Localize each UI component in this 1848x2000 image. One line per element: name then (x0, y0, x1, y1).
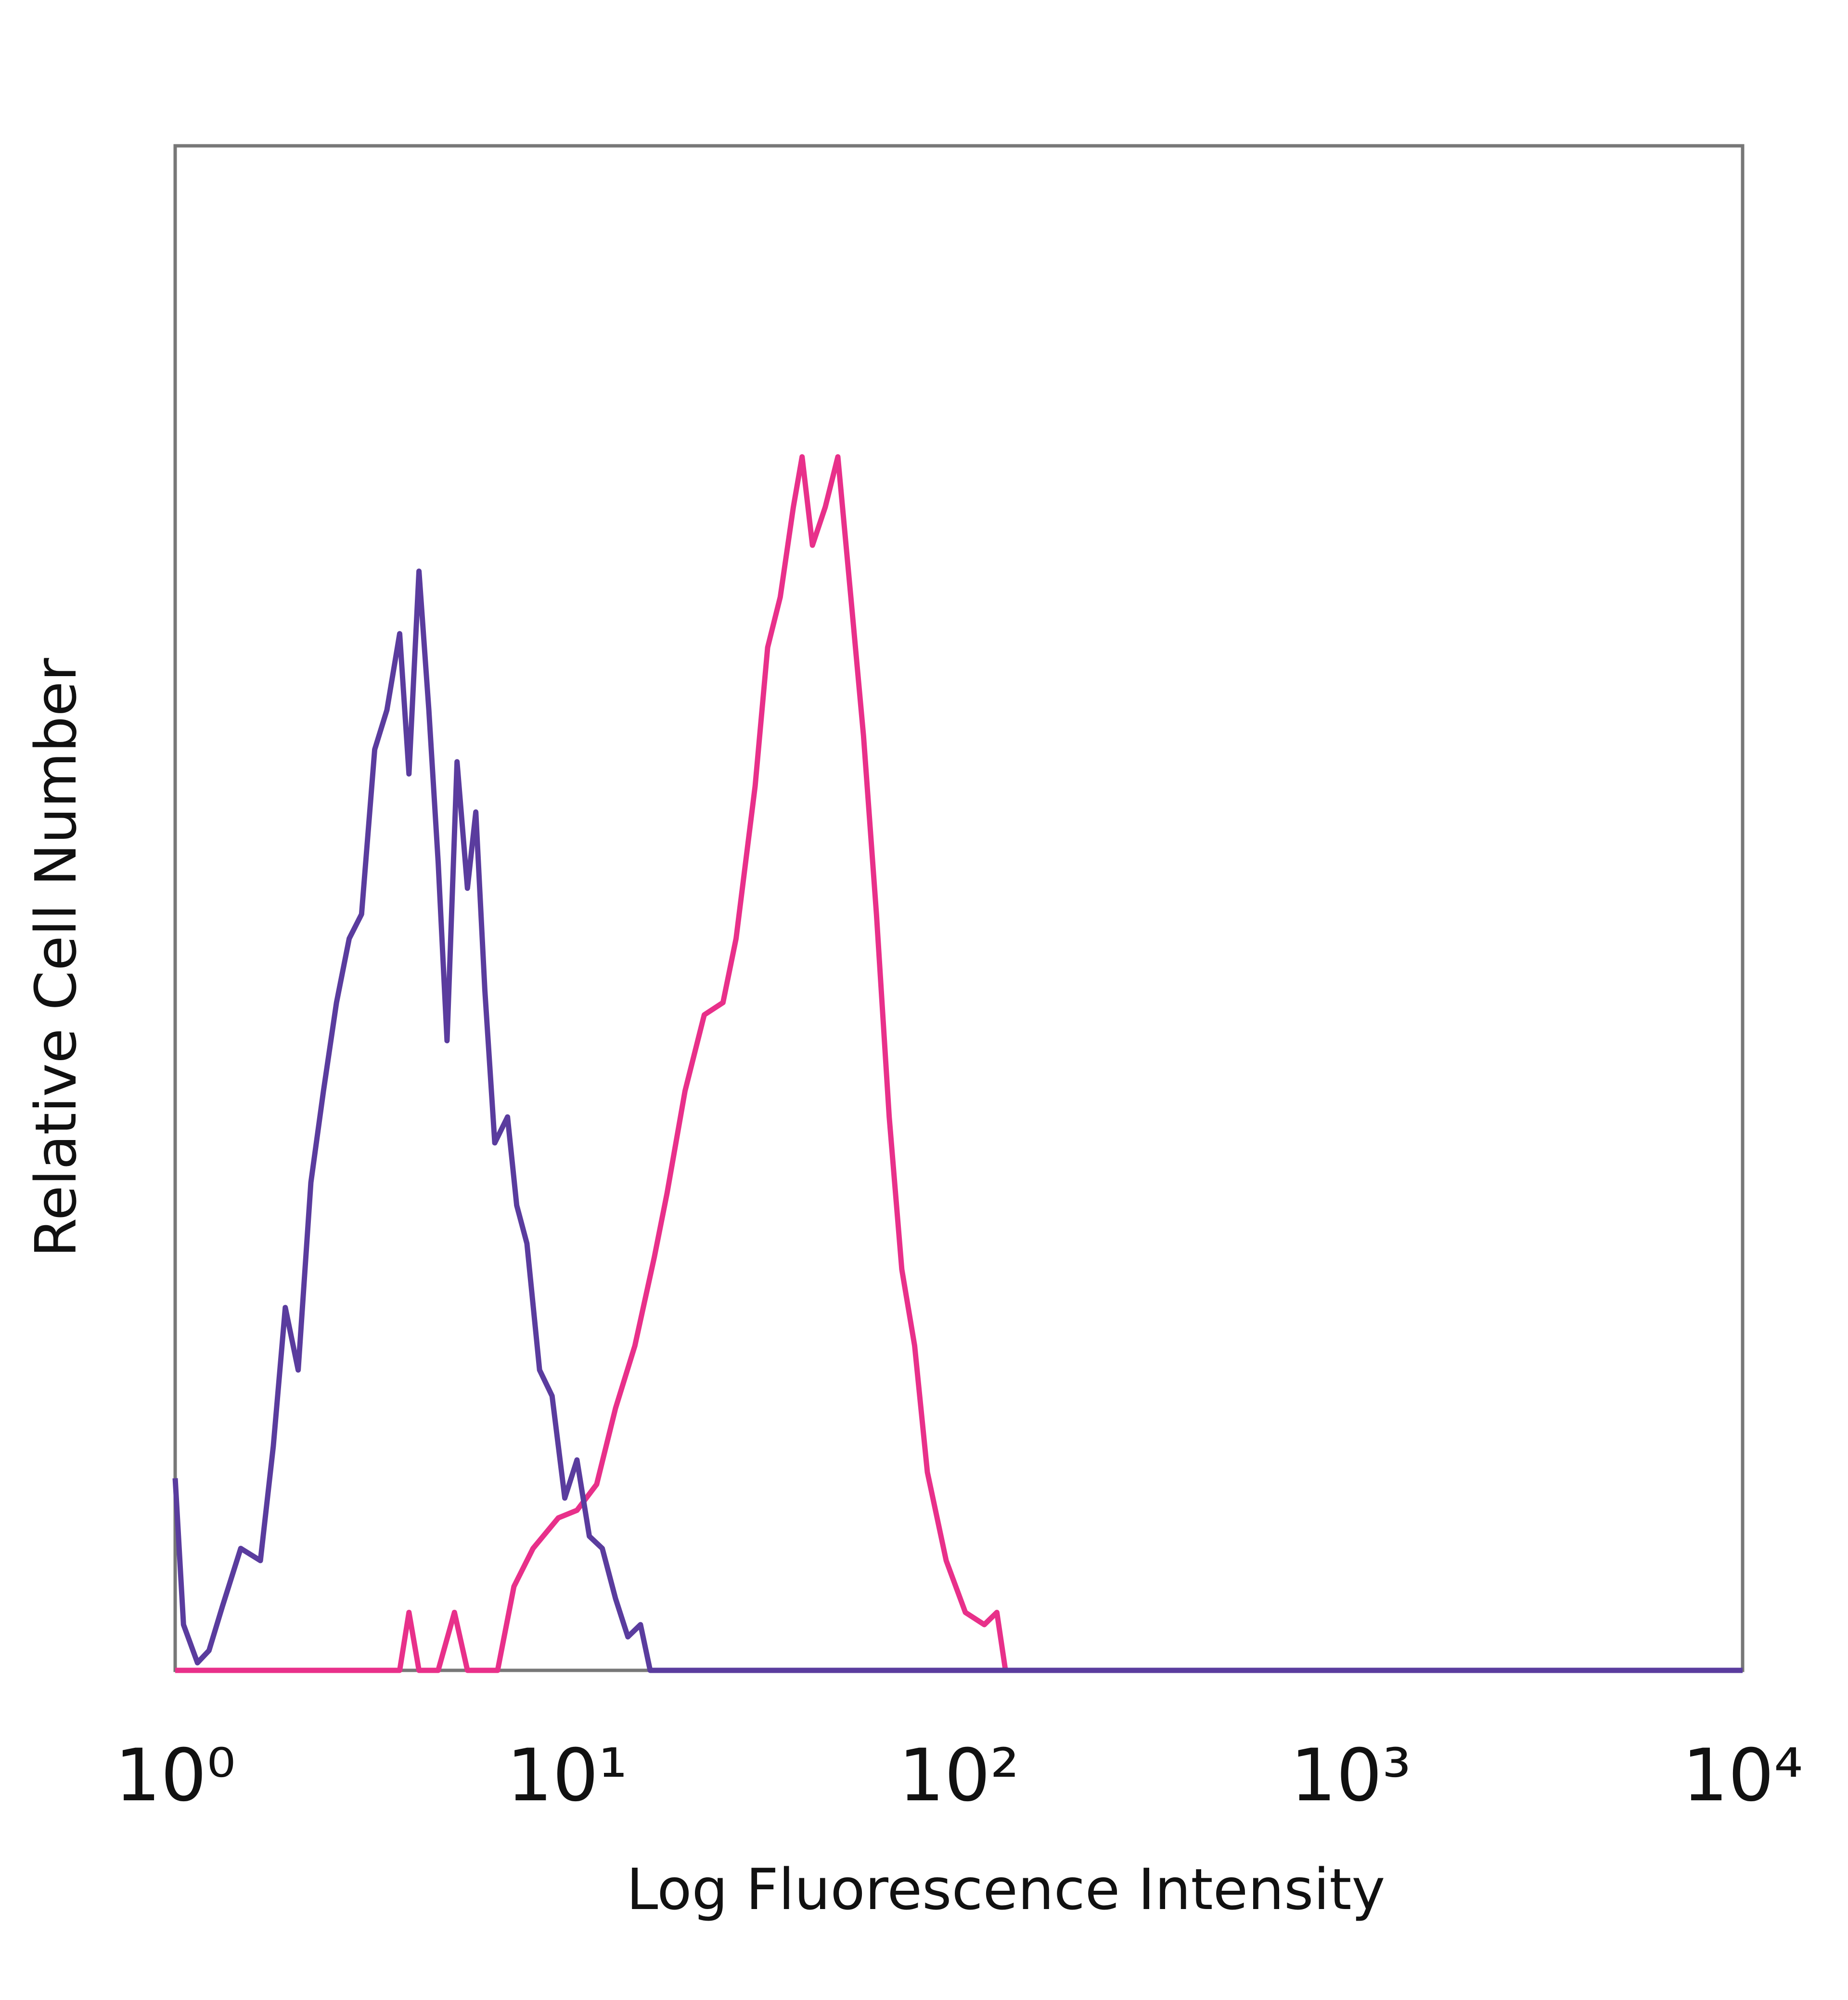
histogram-line (175, 454, 1008, 1673)
x-tick-label: 10² (898, 1734, 1019, 1818)
y-axis-label: Relative Cell Number (23, 658, 89, 1257)
x-tick-label: 10¹ (507, 1734, 628, 1818)
x-tick-label: 10⁰ (115, 1734, 235, 1818)
histogram-line (172, 568, 1743, 1673)
x-tick-label: 10⁴ (1682, 1734, 1803, 1818)
x-axis-label: Log Fluorescence Intensity (627, 1856, 1386, 1923)
plot-frame (173, 144, 1745, 1672)
x-tick-label: 10³ (1290, 1734, 1411, 1818)
